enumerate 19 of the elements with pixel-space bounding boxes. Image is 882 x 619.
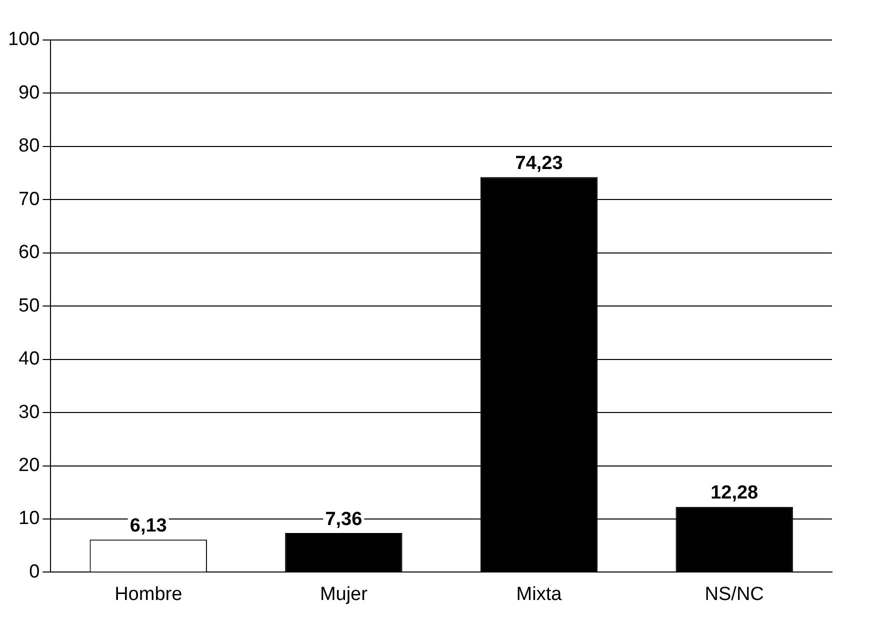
y-tick-label: 80: [18, 136, 40, 157]
x-tick-label: Mixta: [516, 584, 562, 605]
y-tick-label: 30: [18, 402, 40, 423]
y-tick-label: 90: [18, 82, 40, 104]
x-tick-label: NS/NC: [704, 584, 764, 605]
y-tick-label: 60: [18, 242, 40, 264]
y-tick-label: 50: [18, 295, 40, 316]
y-tick-label: 70: [18, 188, 40, 210]
x-tick-label: Mujer: [320, 584, 368, 605]
data-label: 6,13: [130, 515, 167, 536]
x-tick-label: Hombre: [114, 584, 182, 605]
y-tick-label: 0: [29, 561, 40, 582]
data-label: 12,28: [710, 482, 758, 504]
data-label: 74,23: [515, 152, 563, 174]
y-tick-label: 100: [8, 29, 40, 50]
data-label: 7,36: [325, 508, 362, 530]
y-tick-label: 40: [18, 348, 40, 370]
y-tick-label: 10: [18, 508, 40, 530]
y-tick-label: 20: [18, 454, 40, 476]
